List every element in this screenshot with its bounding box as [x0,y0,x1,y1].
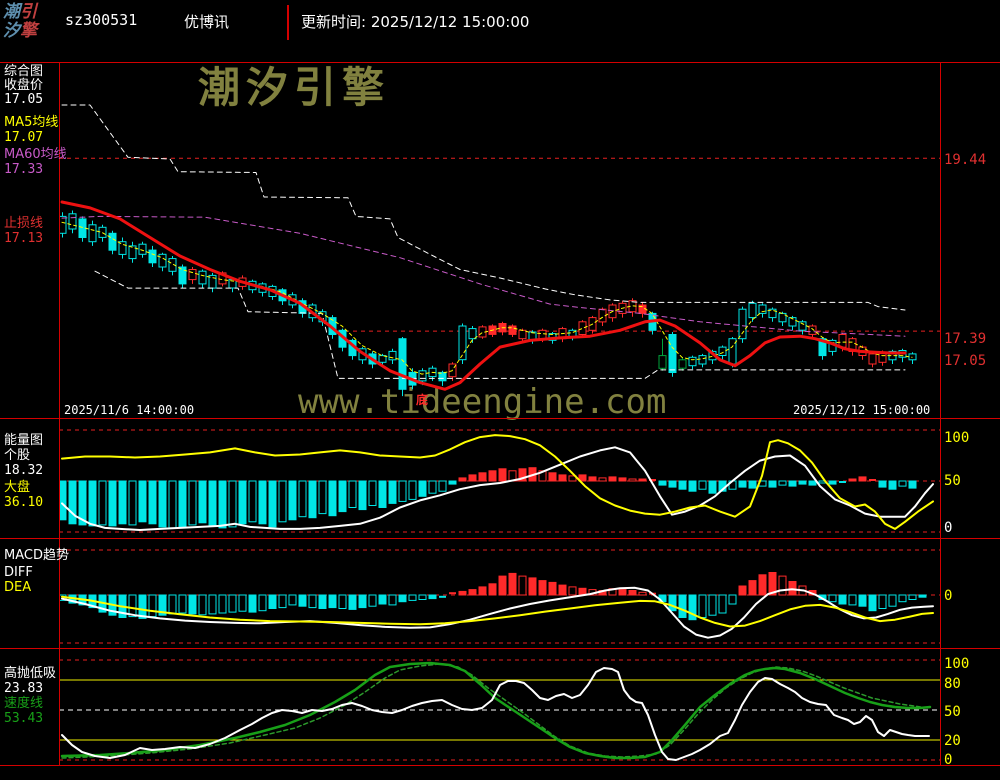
stop-loss-label: 止损线 [4,216,44,231]
stop-loss-value: 17.13 [4,231,44,246]
energy-panel-title: 能量图 [4,433,44,448]
bottom-signal-marker: 底 [416,393,429,407]
energy-chart[interactable] [59,418,940,538]
panel-separator-3 [0,648,1000,649]
stock-name: 优博讯 [184,13,230,31]
wave-axis-100: 100 [944,656,970,672]
main-panel-title: 综合图 [4,64,44,79]
logo-row-2: 汐擎 [3,22,55,41]
macd-panel-title: MACD趋势 [4,548,69,563]
wave-axis-0: 0 [944,752,953,768]
main-axis-17-05: 17.05 [944,353,987,369]
panel-border-left [59,62,60,765]
market-energy-value: 36.10 [4,495,44,510]
energy-axis-50: 50 [944,473,961,489]
energy-axis-0: 0 [944,520,953,536]
wave-value: 23.83 [4,681,44,696]
stock-energy-value: 18.32 [4,463,44,478]
wave-axis-50: 50 [944,704,961,720]
logo-char: 汐 [3,21,20,41]
site-watermark: www.tideengine.com [298,382,667,422]
header-bar: 潮引 汐擎 sz300531 优博讯 更新时间: 2025/12/12 15:0… [0,0,1000,55]
wave-axis-20: 20 [944,733,961,749]
ma60-value: 17.33 [4,162,44,177]
app-logo: 潮引 汐擎 [3,3,55,41]
logo-char: 引 [20,2,37,22]
main-price-chart[interactable] [59,62,940,418]
ma5-value: 17.07 [4,130,44,145]
start-date: 2025/11/6 14:00:00 [64,403,195,417]
ma60-label: MA60均线 [4,147,67,162]
wave-chart[interactable] [59,648,940,765]
main-axis-19-44: 19.44 [944,152,987,168]
stock-code: sz300531 [65,11,138,29]
header-divider [287,5,289,40]
panel-border-right [940,62,941,765]
end-date: 2025/12/12 15:00:00 [793,403,931,417]
wave-panel-title: 高抛低吸 [4,666,57,681]
macd-axis-0: 0 [944,588,953,604]
market-energy-label: 大盘 [4,480,31,495]
macd-chart[interactable] [59,538,940,648]
panel-border-bottom [0,765,1000,766]
energy-axis-100: 100 [944,430,970,446]
ma5-label: MA5均线 [4,115,59,130]
speed-line-label: 速度线 [4,696,44,711]
main-axis-17-39: 17.39 [944,331,987,347]
logo-row-1: 潮引 [3,3,55,22]
panel-border-top [0,62,1000,63]
panel-separator-2 [0,538,1000,539]
panel-separator-1 [0,418,1000,419]
close-price-value: 17.05 [4,92,44,107]
wave-axis-80: 80 [944,676,961,692]
update-time: 更新时间: 2025/12/12 15:00:00 [301,13,530,31]
dea-label: DEA [4,580,32,595]
speed-line-value: 53.43 [4,711,44,726]
logo-char: 擎 [20,21,37,41]
brand-watermark: 潮汐引擎 [198,63,391,112]
close-price-label: 收盘价 [4,78,44,93]
diff-label: DIFF [4,565,33,580]
logo-char: 潮 [3,2,20,22]
stock-energy-label: 个股 [4,448,31,463]
